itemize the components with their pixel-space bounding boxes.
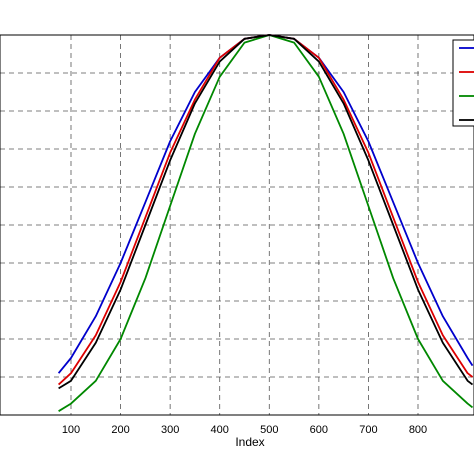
x-tick-label: 100 [62,424,80,436]
x-tick-label: 700 [359,424,377,436]
x-tick-labels: 100 200 300 400 500 600 700 800 [62,424,427,436]
series-line-4 [58,34,474,390]
grid-lines [0,35,474,415]
x-tick-label: 600 [310,424,328,436]
legend [452,39,474,127]
legend-box [452,39,474,127]
series-group [57,34,474,412]
x-tick-label: 300 [161,424,179,436]
x-tick-label: 400 [211,424,229,436]
plot-frame [0,34,474,416]
x-tick-label: 500 [260,424,278,436]
x-tick-label: 800 [409,424,427,436]
x-tick-label: 200 [111,424,129,436]
x-axis-label: Index [235,435,264,449]
